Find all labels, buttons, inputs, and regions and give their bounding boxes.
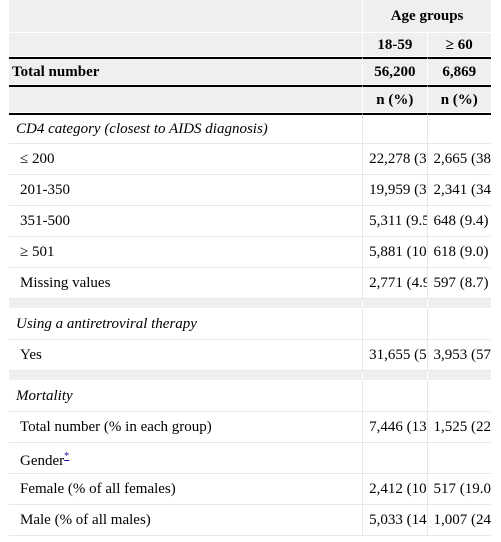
- table-row: Yes 31,655 (56.3) 3,953 (57.6): [9, 340, 491, 371]
- table-row: ≤ 200 22,278 (39.6) 2,665 (38.8): [9, 144, 491, 175]
- cd4-section-row: CD4 category (closest to AIDS diagnosis): [9, 113, 491, 144]
- row-label: 201-350: [9, 175, 363, 206]
- age-18-59-header: 18-59: [362, 33, 427, 57]
- header-empty-cell: [9, 0, 363, 33]
- units-empty-cell: [9, 85, 363, 113]
- table-row: 201-350 19,959 (35.5) 2,341 (34.1): [9, 175, 491, 206]
- row-value-18-59: 2,412 (10.8): [362, 474, 427, 505]
- header-row-group: Age groups: [9, 0, 491, 33]
- row-value-18-59: 5,311 (9.5): [362, 206, 427, 237]
- total-number-18-59: 56,200: [362, 57, 427, 85]
- row-label: Female (% of all females): [9, 474, 363, 505]
- row-label: Male (% of all males): [9, 505, 363, 536]
- age-groups-header: Age groups: [362, 0, 491, 33]
- gender-label-cell: Gender*: [9, 443, 363, 474]
- row-label: Yes: [9, 340, 363, 371]
- data-table: Age groups 18-59 ≥ 60 Total number 56,20…: [9, 0, 491, 536]
- table-row: ≥ 501 5,881 (10.5) 618 (9.0): [9, 237, 491, 268]
- art-section-title: Using a antiretroviral therapy: [9, 309, 363, 340]
- row-label: ≥ 501: [9, 237, 363, 268]
- gender-row: Gender*: [9, 443, 491, 474]
- row-label: 351-500: [9, 206, 363, 237]
- spacer-row: [9, 299, 491, 309]
- row-value-18-59: 19,959 (35.5): [362, 175, 427, 206]
- total-number-60-plus: 6,869: [426, 57, 491, 85]
- total-number-label: Total number: [9, 57, 363, 85]
- row-value-18-59: 22,278 (39.6): [362, 144, 427, 175]
- units-18-59: n (%): [362, 85, 427, 113]
- row-value-60-plus: 597 (8.7): [426, 268, 491, 299]
- row-label: ≤ 200: [9, 144, 363, 175]
- total-number-row: Total number 56,200 6,869: [9, 57, 491, 85]
- art-section-row: Using a antiretroviral therapy: [9, 309, 491, 340]
- row-value-18-59: 31,655 (56.3): [362, 340, 427, 371]
- units-60-plus: n (%): [426, 85, 491, 113]
- header-empty-cell: [9, 33, 363, 57]
- units-row: n (%) n (%): [9, 85, 491, 113]
- gender-footnote-link[interactable]: *: [64, 451, 70, 462]
- spacer-row: [9, 371, 491, 381]
- row-value-60-plus: 2,665 (38.8): [426, 144, 491, 175]
- row-value-18-59: 7,446 (13.3%): [362, 412, 427, 443]
- table-row: Female (% of all females) 2,412 (10.8) 5…: [9, 474, 491, 505]
- row-value-60-plus: 3,953 (57.6): [426, 340, 491, 371]
- row-value-18-59: 5,033 (14.9): [362, 505, 427, 536]
- row-value-60-plus: 1,007 (24.3): [426, 505, 491, 536]
- age-60-plus-header: ≥ 60: [426, 33, 491, 57]
- table-row: Total number (% in each group) 7,446 (13…: [9, 412, 491, 443]
- mortality-section-row: Mortality: [9, 381, 491, 412]
- mortality-section-title: Mortality: [9, 381, 363, 412]
- table-row: Male (% of all males) 5,033 (14.9) 1,007…: [9, 505, 491, 536]
- row-label: Missing values: [9, 268, 363, 299]
- header-row-ages: 18-59 ≥ 60: [9, 33, 491, 57]
- row-value-60-plus: 648 (9.4): [426, 206, 491, 237]
- table-row: 351-500 5,311 (9.5) 648 (9.4): [9, 206, 491, 237]
- row-value-18-59: 5,881 (10.5): [362, 237, 427, 268]
- table-row: Missing values 2,771 (4.9) 597 (8.7): [9, 268, 491, 299]
- row-value-60-plus: 517 (19.0): [426, 474, 491, 505]
- gender-label: Gender: [20, 453, 65, 469]
- row-value-18-59: 2,771 (4.9): [362, 268, 427, 299]
- row-value-60-plus: 618 (9.0): [426, 237, 491, 268]
- row-value-60-plus: 1,525 (22%): [426, 412, 491, 443]
- row-label: Total number (% in each group): [9, 412, 363, 443]
- row-value-60-plus: 2,341 (34.1): [426, 175, 491, 206]
- cd4-section-title: CD4 category (closest to AIDS diagnosis): [9, 113, 363, 144]
